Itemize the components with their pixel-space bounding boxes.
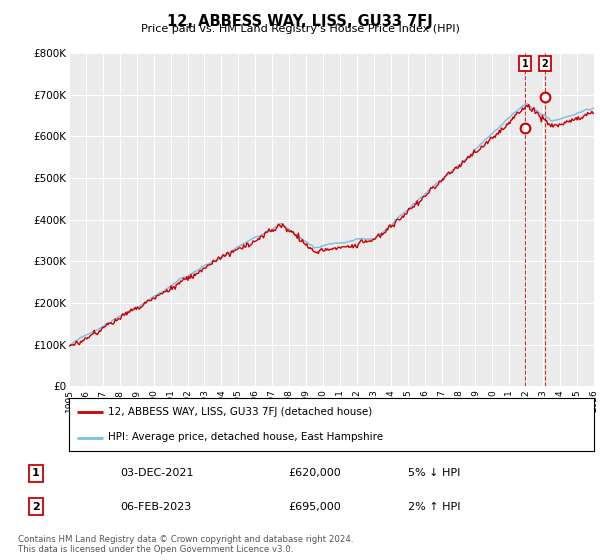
Text: £620,000: £620,000 [288, 468, 341, 478]
Text: HPI: Average price, detached house, East Hampshire: HPI: Average price, detached house, East… [109, 432, 383, 442]
Text: 2: 2 [541, 59, 548, 69]
Text: 06-FEB-2023: 06-FEB-2023 [120, 502, 191, 512]
Text: 2: 2 [32, 502, 40, 512]
Text: 1: 1 [521, 59, 528, 69]
Text: 12, ABBESS WAY, LISS, GU33 7FJ (detached house): 12, ABBESS WAY, LISS, GU33 7FJ (detached… [109, 408, 373, 418]
Text: 12, ABBESS WAY, LISS, GU33 7FJ: 12, ABBESS WAY, LISS, GU33 7FJ [167, 14, 433, 29]
Text: £695,000: £695,000 [288, 502, 341, 512]
Text: Contains HM Land Registry data © Crown copyright and database right 2024.
This d: Contains HM Land Registry data © Crown c… [18, 535, 353, 554]
Text: 5% ↓ HPI: 5% ↓ HPI [408, 468, 460, 478]
Text: Price paid vs. HM Land Registry's House Price Index (HPI): Price paid vs. HM Land Registry's House … [140, 24, 460, 34]
Text: 03-DEC-2021: 03-DEC-2021 [120, 468, 193, 478]
Text: 1: 1 [32, 468, 40, 478]
Text: 2% ↑ HPI: 2% ↑ HPI [408, 502, 461, 512]
